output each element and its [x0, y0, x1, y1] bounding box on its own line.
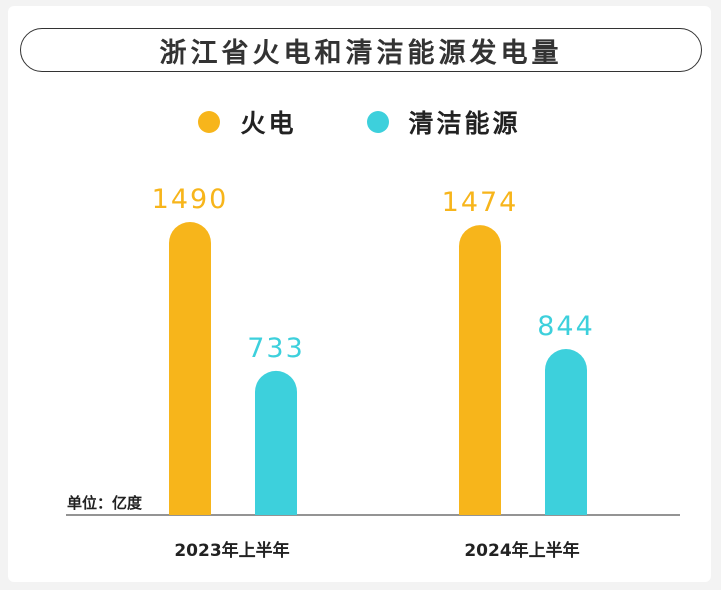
data-label-thermal-0: 1490	[152, 184, 229, 215]
category-label-1: 2024年上半年	[464, 540, 579, 561]
data-label-clean-0: 733	[247, 333, 305, 364]
bar-clean-1	[545, 349, 587, 515]
data-label-clean-1: 844	[537, 311, 595, 342]
bar-thermal-1	[459, 225, 501, 515]
data-label-thermal-1: 1474	[442, 187, 519, 218]
unit-label: 单位：亿度	[67, 494, 143, 512]
legend-dot-thermal	[198, 111, 221, 133]
legend-item-thermal: 火电	[198, 104, 296, 140]
bar-clean-0	[255, 370, 297, 515]
legend-item-clean: 清洁能源	[366, 104, 521, 140]
legend-label-clean: 清洁能源	[408, 109, 521, 138]
bar-thermal-0	[169, 222, 211, 515]
chart-card: 浙江省火电和清洁能源发电量 火电 清洁能源 单位：亿度	[8, 6, 711, 582]
category-label-0: 2023年上半年	[174, 540, 289, 561]
legend: 火电 清洁能源	[8, 104, 711, 140]
legend-dot-clean	[366, 111, 389, 133]
legend-label-thermal: 火电	[240, 109, 297, 138]
chart-title: 浙江省火电和清洁能源发电量	[159, 37, 563, 69]
chart-title-box: 浙江省火电和清洁能源发电量	[20, 28, 702, 72]
